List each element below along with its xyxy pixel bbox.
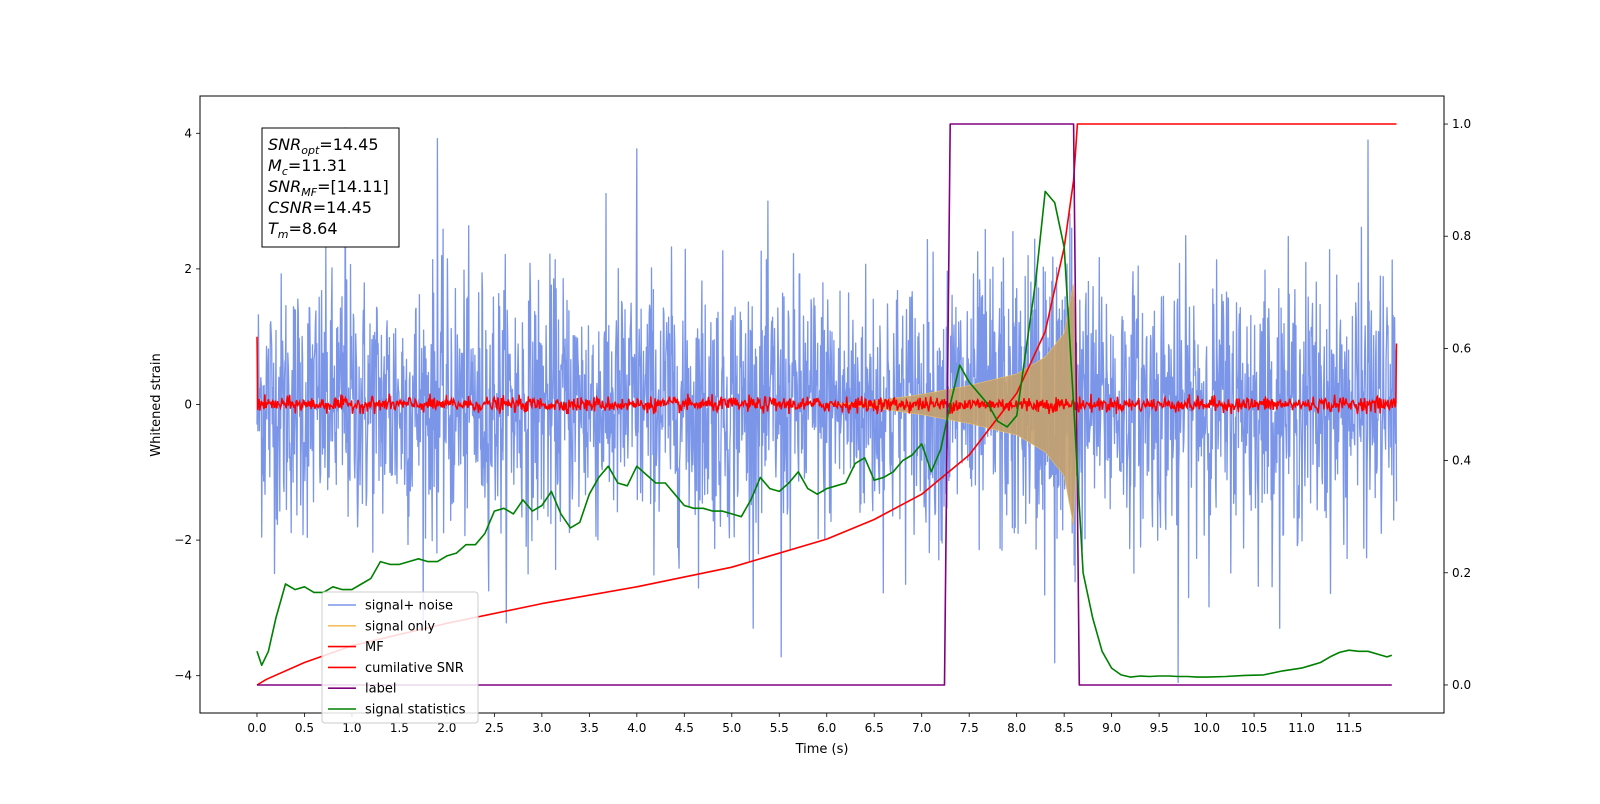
x-tick-label: 7.0 [912, 721, 931, 735]
y-tick-label: 0 [184, 398, 192, 412]
x-tick-label: 1.0 [342, 721, 361, 735]
y2-tick-label: 0.2 [1452, 566, 1471, 580]
annotation-line: Mc=11.31 [268, 156, 347, 178]
x-tick-label: 4.5 [675, 721, 694, 735]
y2-tick-label: 0.4 [1452, 454, 1471, 468]
series-mf-line [256, 336, 1398, 415]
annotation-line: SNRMF=[14.11] [268, 177, 389, 199]
y-tick-label: 2 [184, 262, 192, 276]
y2-tick-label: 0.0 [1452, 678, 1471, 692]
legend-label: signal statistics [365, 703, 466, 718]
legend: signal+ noise signal only MF cumilative SNR… [321, 591, 479, 724]
y-tick-label: 4 [184, 126, 192, 140]
y-tick-label: −4 [174, 669, 192, 683]
annotation-box: SNRopt=14.45Mc=11.31SNRMF=[14.11]CSNR=14… [261, 127, 400, 248]
x-tick-label: 3.0 [532, 721, 551, 735]
x-tick-label: 11.0 [1288, 721, 1315, 735]
y2-tick-label: 0.6 [1452, 341, 1471, 355]
x-tick-label: 6.0 [817, 721, 836, 735]
annotation-line: Tm=8.64 [268, 219, 338, 241]
x-tick-label: 2.5 [485, 721, 504, 735]
x-tick-label: 0.0 [247, 721, 266, 735]
data-layer [256, 123, 1398, 686]
x-tick-label: 9.5 [1150, 721, 1169, 735]
x-tick-label: 10.0 [1193, 721, 1220, 735]
legend-label: signal+ noise [365, 599, 453, 614]
y2-tick-label: 0.8 [1452, 229, 1471, 243]
y2-tick-label: 1.0 [1452, 117, 1471, 131]
x-tick-label: 1.5 [390, 721, 409, 735]
x-tick-label: 6.5 [865, 721, 884, 735]
y-axis-label: Whitened strain [149, 353, 164, 456]
axes-layer: 0.0 0.5 1.0 1.5 2.0 2.5 3.0 3.5 4.0 4.5 5.0 5.5 6.0 6… [174, 117, 1471, 735]
annotation-line: CSNR=14.45 [268, 198, 372, 217]
x-tick-label: 10.5 [1241, 721, 1268, 735]
x-tick-label: 2.0 [437, 721, 456, 735]
legend-label: signal only [365, 619, 435, 634]
x-tick-label: 9.0 [1102, 721, 1121, 735]
x-axis-label: Time (s) [795, 742, 849, 757]
series-signal-noise-line [256, 127, 1398, 684]
series-label-line [257, 123, 1392, 686]
legend-label: MF [365, 640, 384, 655]
series-signal-statistics-line [256, 190, 1393, 678]
legend-frame [321, 591, 479, 724]
x-tick-label: 3.5 [580, 721, 599, 735]
x-tick-label: 7.5 [960, 721, 979, 735]
x-tick-label: 0.5 [295, 721, 314, 735]
legend-label: label [365, 682, 396, 697]
x-tick-label: 5.5 [770, 721, 789, 735]
x-tick-label: 5.0 [722, 721, 741, 735]
annotation-line: SNRopt=14.45 [268, 135, 379, 157]
x-tick-label: 8.0 [1007, 721, 1026, 735]
legend-label: cumilative SNR [365, 661, 464, 676]
y-tick-label: −2 [174, 533, 192, 547]
series-signal-only-area [826, 283, 1079, 526]
annotation-frame [261, 127, 400, 248]
x-tick-label: 8.5 [1055, 721, 1074, 735]
x-tick-label: 11.5 [1336, 721, 1363, 735]
x-tick-label: 4.0 [627, 721, 646, 735]
